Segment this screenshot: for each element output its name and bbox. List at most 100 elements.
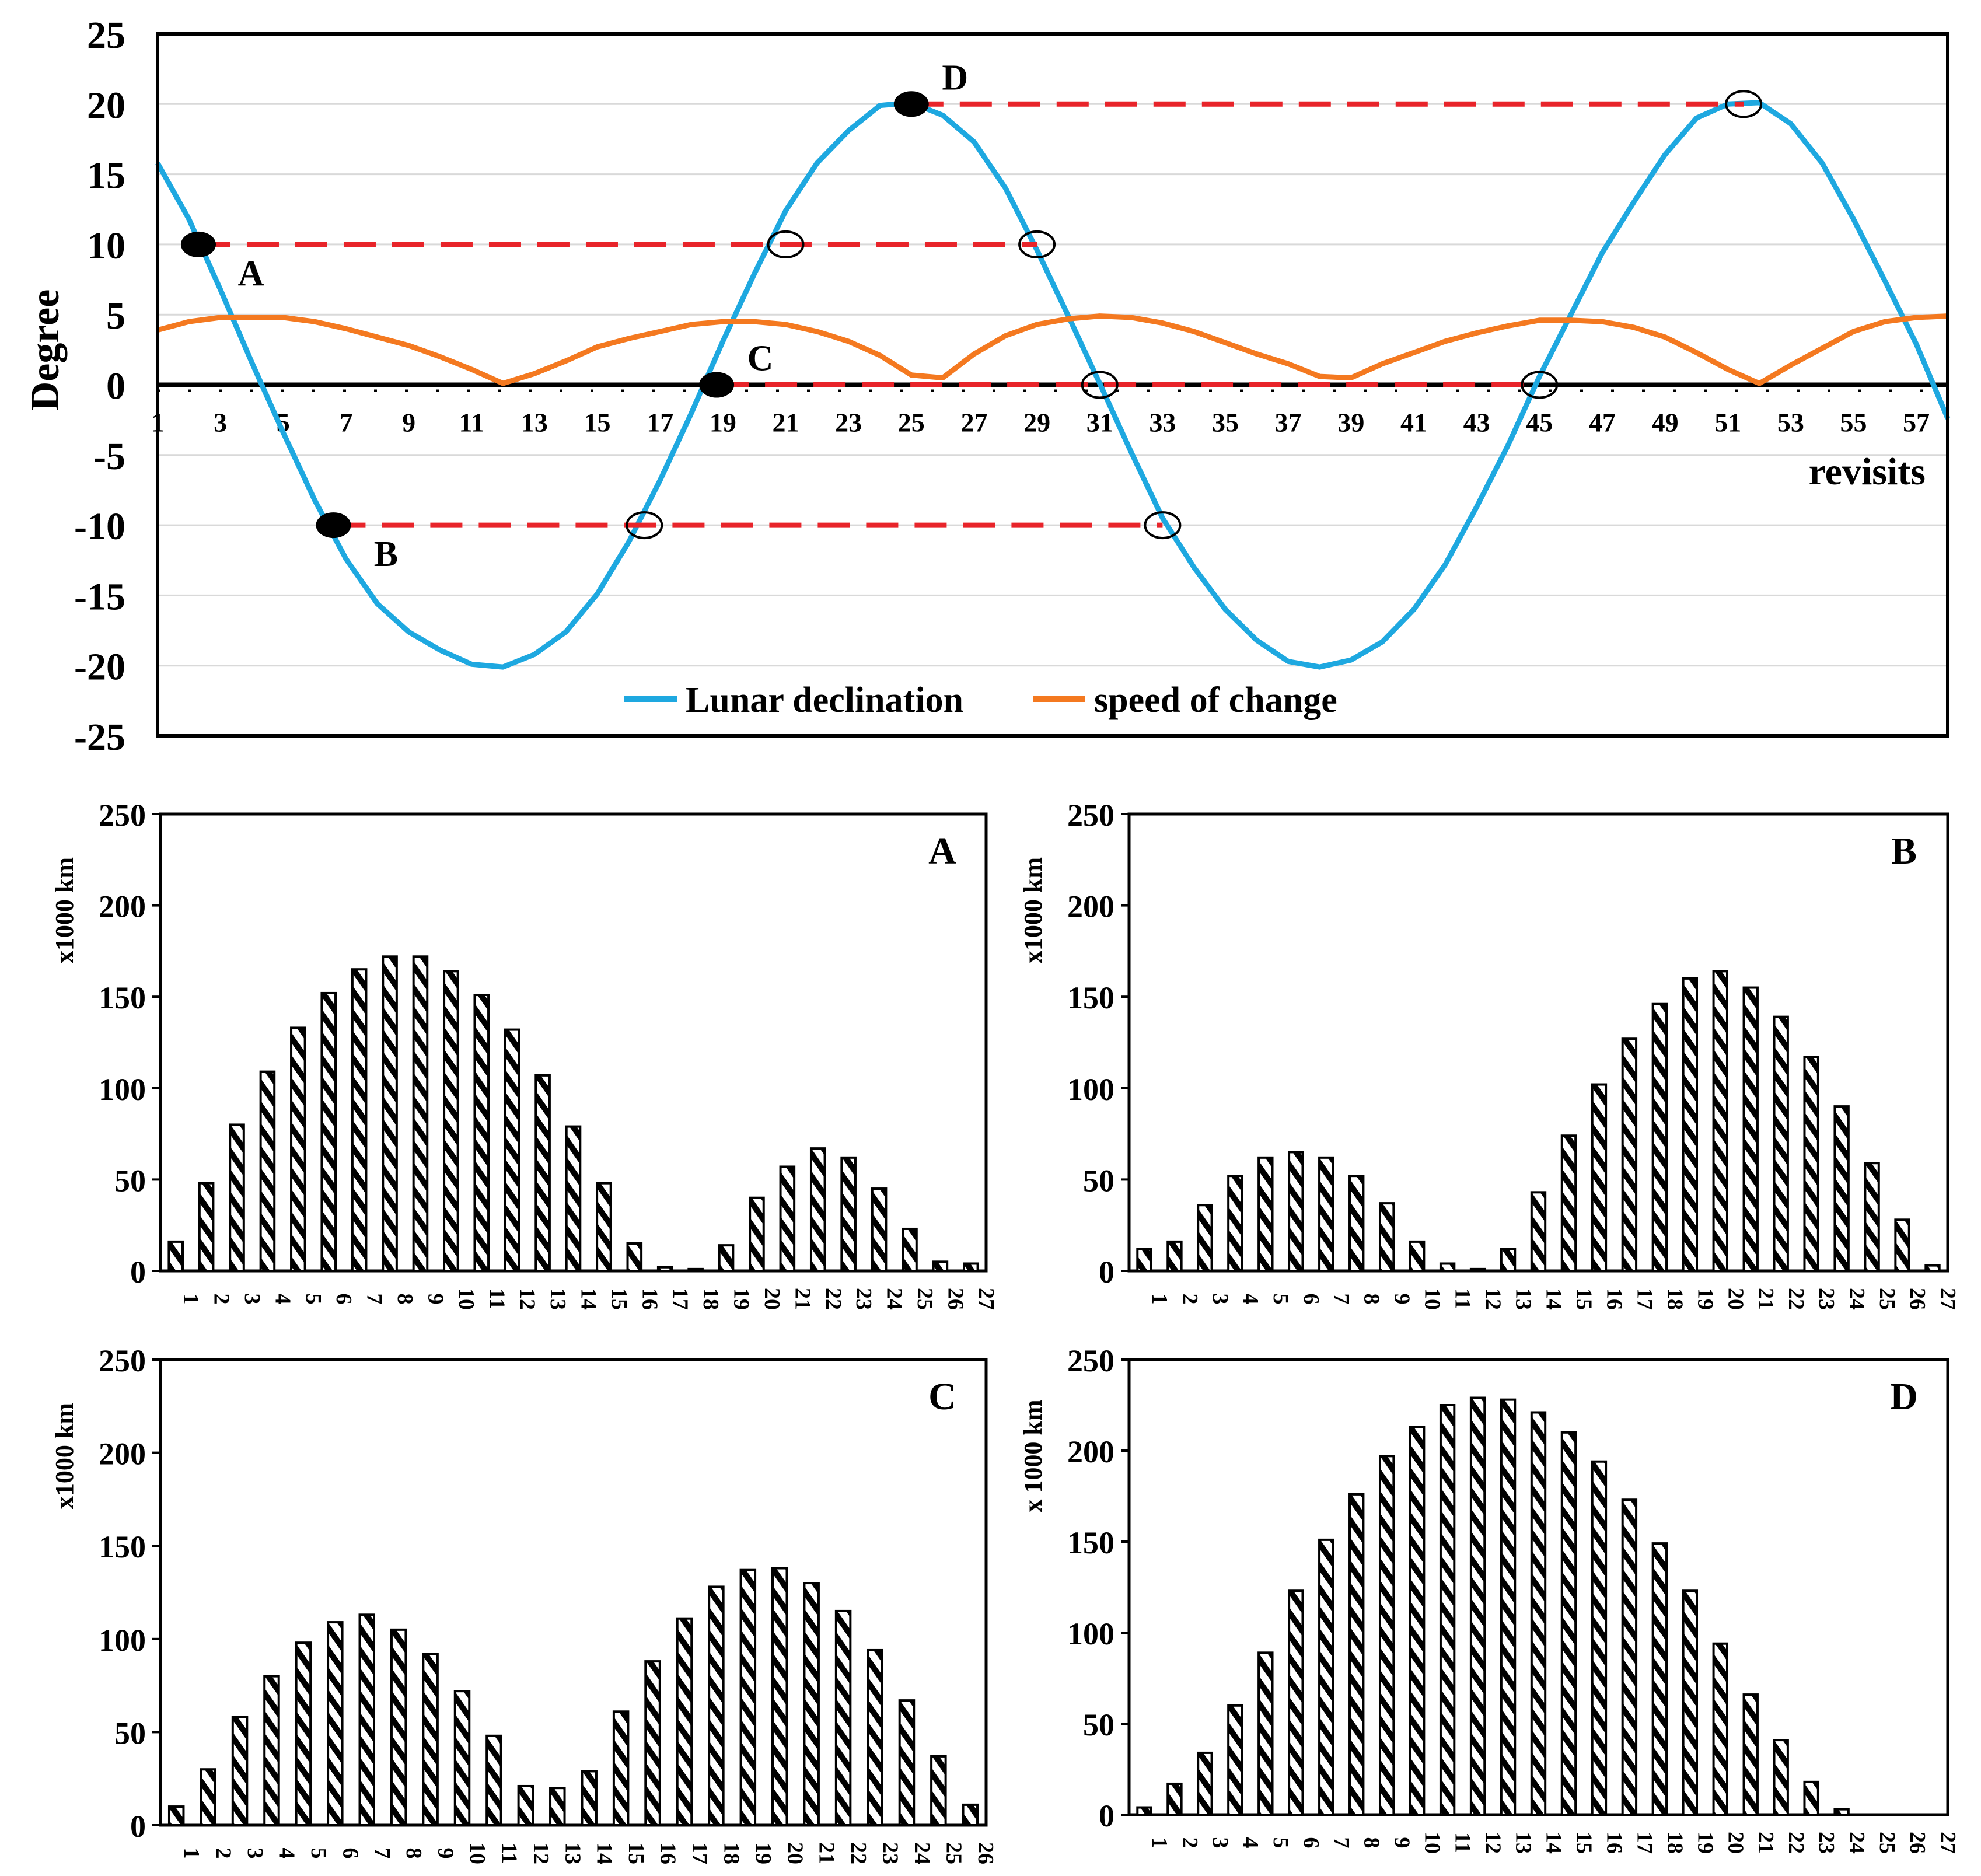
x-tick-label: 37: [1275, 408, 1302, 438]
y-tick-label: 200: [1067, 889, 1114, 924]
bar: [932, 1260, 949, 1273]
y-tick-label: -10: [74, 505, 125, 548]
x-tick-label: 25: [898, 408, 925, 438]
x-tick-label: 7: [1329, 1294, 1354, 1305]
x-tick-label: 19: [729, 1288, 754, 1310]
y-axis-label: x1000 km: [1019, 857, 1047, 963]
x-tick-label: 9: [1390, 1294, 1414, 1305]
x-tick-label: 14: [1542, 1288, 1566, 1310]
y-tick-label: 0: [1099, 1255, 1114, 1290]
bar: [1833, 1105, 1850, 1272]
legend-label-speed-of-change: speed of change: [1094, 680, 1337, 720]
bar: [644, 1660, 661, 1826]
bar: [1136, 1248, 1152, 1273]
bar: [779, 1165, 796, 1272]
bar: [1500, 1398, 1517, 1816]
bar: [1682, 1589, 1699, 1816]
y-tick-label: 0: [106, 365, 125, 408]
x-tick-label: 23: [1814, 1288, 1839, 1310]
x-tick-label: 25: [1875, 1832, 1899, 1854]
x-tick-label: 11: [1451, 1288, 1475, 1309]
bar: [1288, 1151, 1304, 1273]
bar: [1227, 1175, 1243, 1272]
bar: [840, 1156, 857, 1273]
declination-annotations: A B C D: [180, 58, 1763, 574]
x-tick-label: 39: [1337, 408, 1364, 438]
bar: [809, 1147, 826, 1272]
x-tick-label: 21: [1753, 1832, 1778, 1854]
x-tick-label: 8: [401, 1848, 426, 1859]
x-tick-label: 41: [1400, 408, 1427, 438]
bar: [1409, 1426, 1426, 1816]
x-tick-label: 11: [497, 1843, 521, 1864]
declination-legend: Lunar declination speed of change: [624, 680, 1337, 720]
bar: [930, 1755, 947, 1826]
bar: [771, 1567, 788, 1826]
panel-title: D: [1890, 1375, 1918, 1418]
declination-gridlines: [158, 103, 1948, 667]
x-tick-label: 6: [1299, 1837, 1323, 1849]
x-tick-label: 55: [1840, 408, 1867, 438]
x-tick-label: 35: [1212, 408, 1239, 438]
x-tick-label: 6: [1299, 1294, 1323, 1305]
bar: [1742, 986, 1759, 1273]
x-tick-label: 15: [624, 1842, 648, 1864]
bar: [1833, 1808, 1850, 1816]
annotation-circle: [1081, 371, 1119, 399]
x-tick-label: 14: [577, 1288, 601, 1310]
x-tick-label: 2: [211, 1848, 236, 1859]
bar: [1378, 1202, 1395, 1272]
x-tick-label: 9: [402, 408, 415, 438]
x-tick-label: 21: [772, 408, 799, 438]
lunar-declination-line: [155, 100, 1951, 670]
bar: [422, 1653, 439, 1826]
plot-frame: [159, 1358, 988, 1827]
x-tick-label: 24: [1844, 1288, 1869, 1310]
x-tick-label: 3: [240, 1294, 264, 1305]
y-tick-label: 250: [1067, 798, 1114, 833]
panel-title: C: [928, 1375, 956, 1418]
x-tick-label: 14: [592, 1842, 617, 1864]
y-tick-label: 5: [106, 295, 125, 337]
bar: [1197, 1204, 1213, 1273]
bar: [1166, 1782, 1183, 1816]
x-tick-label: 13: [1511, 1832, 1536, 1854]
bar: [596, 1182, 612, 1272]
y-tick-label: -20: [74, 646, 125, 689]
bar: [1439, 1404, 1456, 1816]
bar: [1773, 1015, 1789, 1272]
bar: [1621, 1037, 1638, 1272]
bar: [1591, 1083, 1608, 1272]
x-tick-label: 12: [515, 1288, 540, 1310]
x-tick-label: 27: [960, 408, 987, 438]
x-tick-label: 9: [434, 1848, 458, 1859]
bar: [1166, 1240, 1183, 1272]
legend-label-lunar-declination: Lunar declination: [686, 680, 963, 720]
x-tick-label: 22: [821, 1288, 845, 1310]
bar: [656, 1266, 673, 1273]
y-axis-label: x1000 km: [50, 1403, 79, 1509]
bar: [1621, 1498, 1638, 1816]
x-tick-label: 18: [1662, 1832, 1687, 1854]
x-tick-label: 12: [529, 1842, 553, 1864]
bar: [1651, 1002, 1668, 1273]
x-tick-label: 20: [760, 1288, 784, 1310]
bar: [834, 1609, 852, 1826]
x-tick-label: 10: [1420, 1288, 1445, 1310]
bar: [351, 968, 368, 1272]
x-tick-label: 15: [607, 1288, 631, 1310]
x-tick-label: 29: [1023, 408, 1050, 438]
panel-title: B: [1891, 830, 1917, 872]
bar: [290, 1026, 306, 1272]
bar: [1439, 1262, 1456, 1272]
x-tick-label: 22: [1784, 1288, 1808, 1310]
x-tick-label: 14: [1542, 1832, 1566, 1854]
bar: [1591, 1460, 1608, 1816]
bar: [412, 955, 429, 1272]
x-tick-label: 47: [1589, 408, 1616, 438]
x-tick-label: 22: [1784, 1832, 1808, 1854]
x-tick-label: 10: [454, 1288, 478, 1310]
bar: [1864, 1162, 1880, 1273]
x-tick-label: 23: [851, 1288, 876, 1310]
